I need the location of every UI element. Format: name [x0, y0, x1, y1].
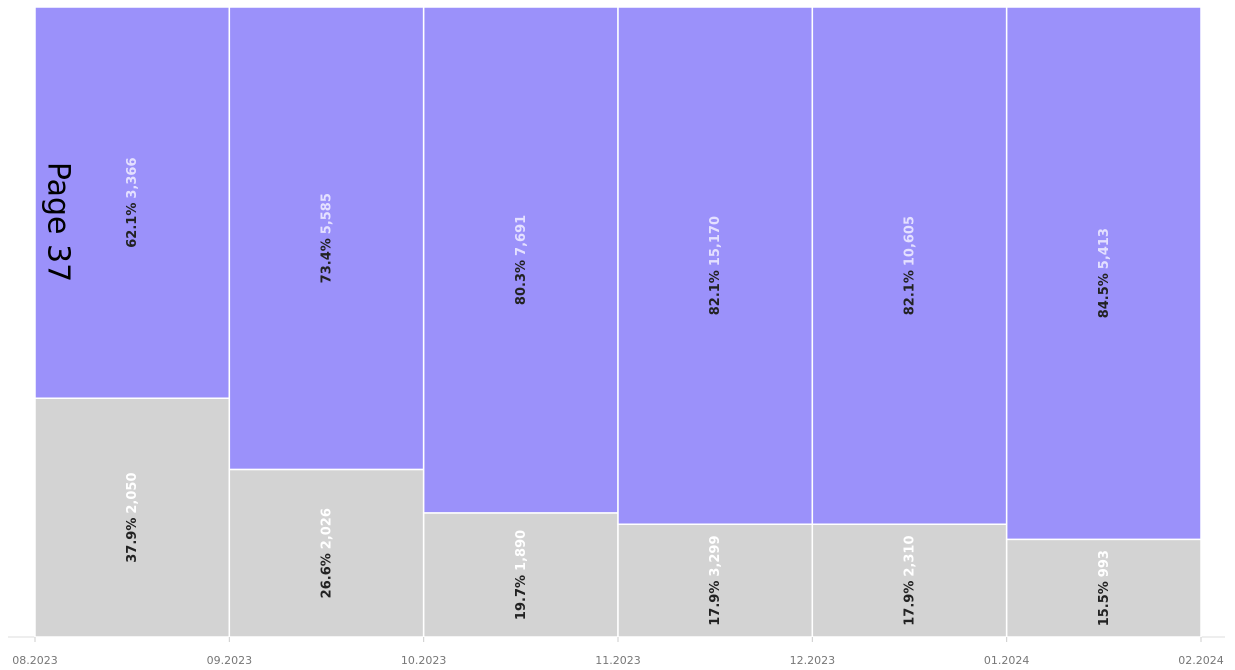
count-label: 3,366: [125, 157, 140, 198]
x-tick-label: 09.2023: [207, 654, 253, 667]
count-label: 1,890: [513, 530, 528, 571]
percent-label: 26.6%: [319, 553, 334, 598]
segment: [1005, 6, 1202, 541]
percent-label: 62.1%: [125, 203, 140, 248]
percent-label: 73.4%: [319, 238, 334, 283]
segment-label: 82.1% 10,605: [902, 216, 917, 315]
count-label: 2,310: [902, 535, 917, 576]
count-label: 3,299: [708, 535, 723, 576]
segment-label: 17.9% 2,310: [902, 535, 917, 625]
segment-label: 19.7% 1,890: [513, 530, 528, 620]
count-label: 15,170: [708, 216, 723, 266]
segment-label: 26.6% 2,026: [319, 508, 334, 598]
segment: [228, 468, 425, 638]
segment: [34, 6, 231, 399]
percent-label: 82.1%: [902, 270, 917, 315]
x-tick-label: 02.2024: [1178, 654, 1224, 667]
count-label: 7,691: [513, 215, 528, 256]
x-tick-label: 08.2023: [12, 654, 58, 667]
percent-label: 84.5%: [1096, 273, 1111, 318]
percent-label: 19.7%: [513, 575, 528, 620]
segment-label: 37.9% 2,050: [125, 472, 140, 562]
segment: [811, 6, 1008, 525]
count-label: 2,050: [125, 472, 140, 513]
percent-label: 82.1%: [708, 270, 723, 315]
segment-label: 17.9% 3,299: [708, 535, 723, 625]
percent-label: 15.5%: [1096, 581, 1111, 626]
percent-label: 80.3%: [513, 260, 528, 305]
count-label: 5,585: [319, 193, 334, 234]
x-tick-label: 10.2023: [401, 654, 447, 667]
segment-label: 82.1% 15,170: [708, 216, 723, 315]
segment-label: 84.5% 5,413: [1096, 228, 1111, 318]
percent-label: 17.9%: [902, 581, 917, 626]
segment-label: 80.3% 7,691: [513, 215, 528, 305]
segment-label: 15.5% 993: [1096, 550, 1111, 626]
x-tick-label: 01.2024: [984, 654, 1030, 667]
x-tick-label: 11.2023: [595, 654, 641, 667]
segment: [617, 6, 814, 525]
segment: [617, 523, 814, 638]
percent-label: 17.9%: [708, 581, 723, 626]
x-tick-label: 12.2023: [790, 654, 836, 667]
count-label: 993: [1096, 550, 1111, 577]
segment-label: 73.4% 5,585: [319, 193, 334, 283]
percent-label: 37.9%: [125, 518, 140, 563]
segment: [34, 397, 231, 638]
count-label: 10,605: [902, 216, 917, 266]
segment: [422, 6, 619, 514]
segment: [1005, 538, 1202, 638]
segment: [228, 6, 425, 471]
segment: [811, 523, 1008, 638]
segment: [422, 512, 619, 638]
segment-label: 62.1% 3,366: [125, 157, 140, 247]
count-label: 2,026: [319, 508, 334, 549]
annotation: Page 37: [41, 162, 76, 282]
count-label: 5,413: [1096, 228, 1111, 269]
